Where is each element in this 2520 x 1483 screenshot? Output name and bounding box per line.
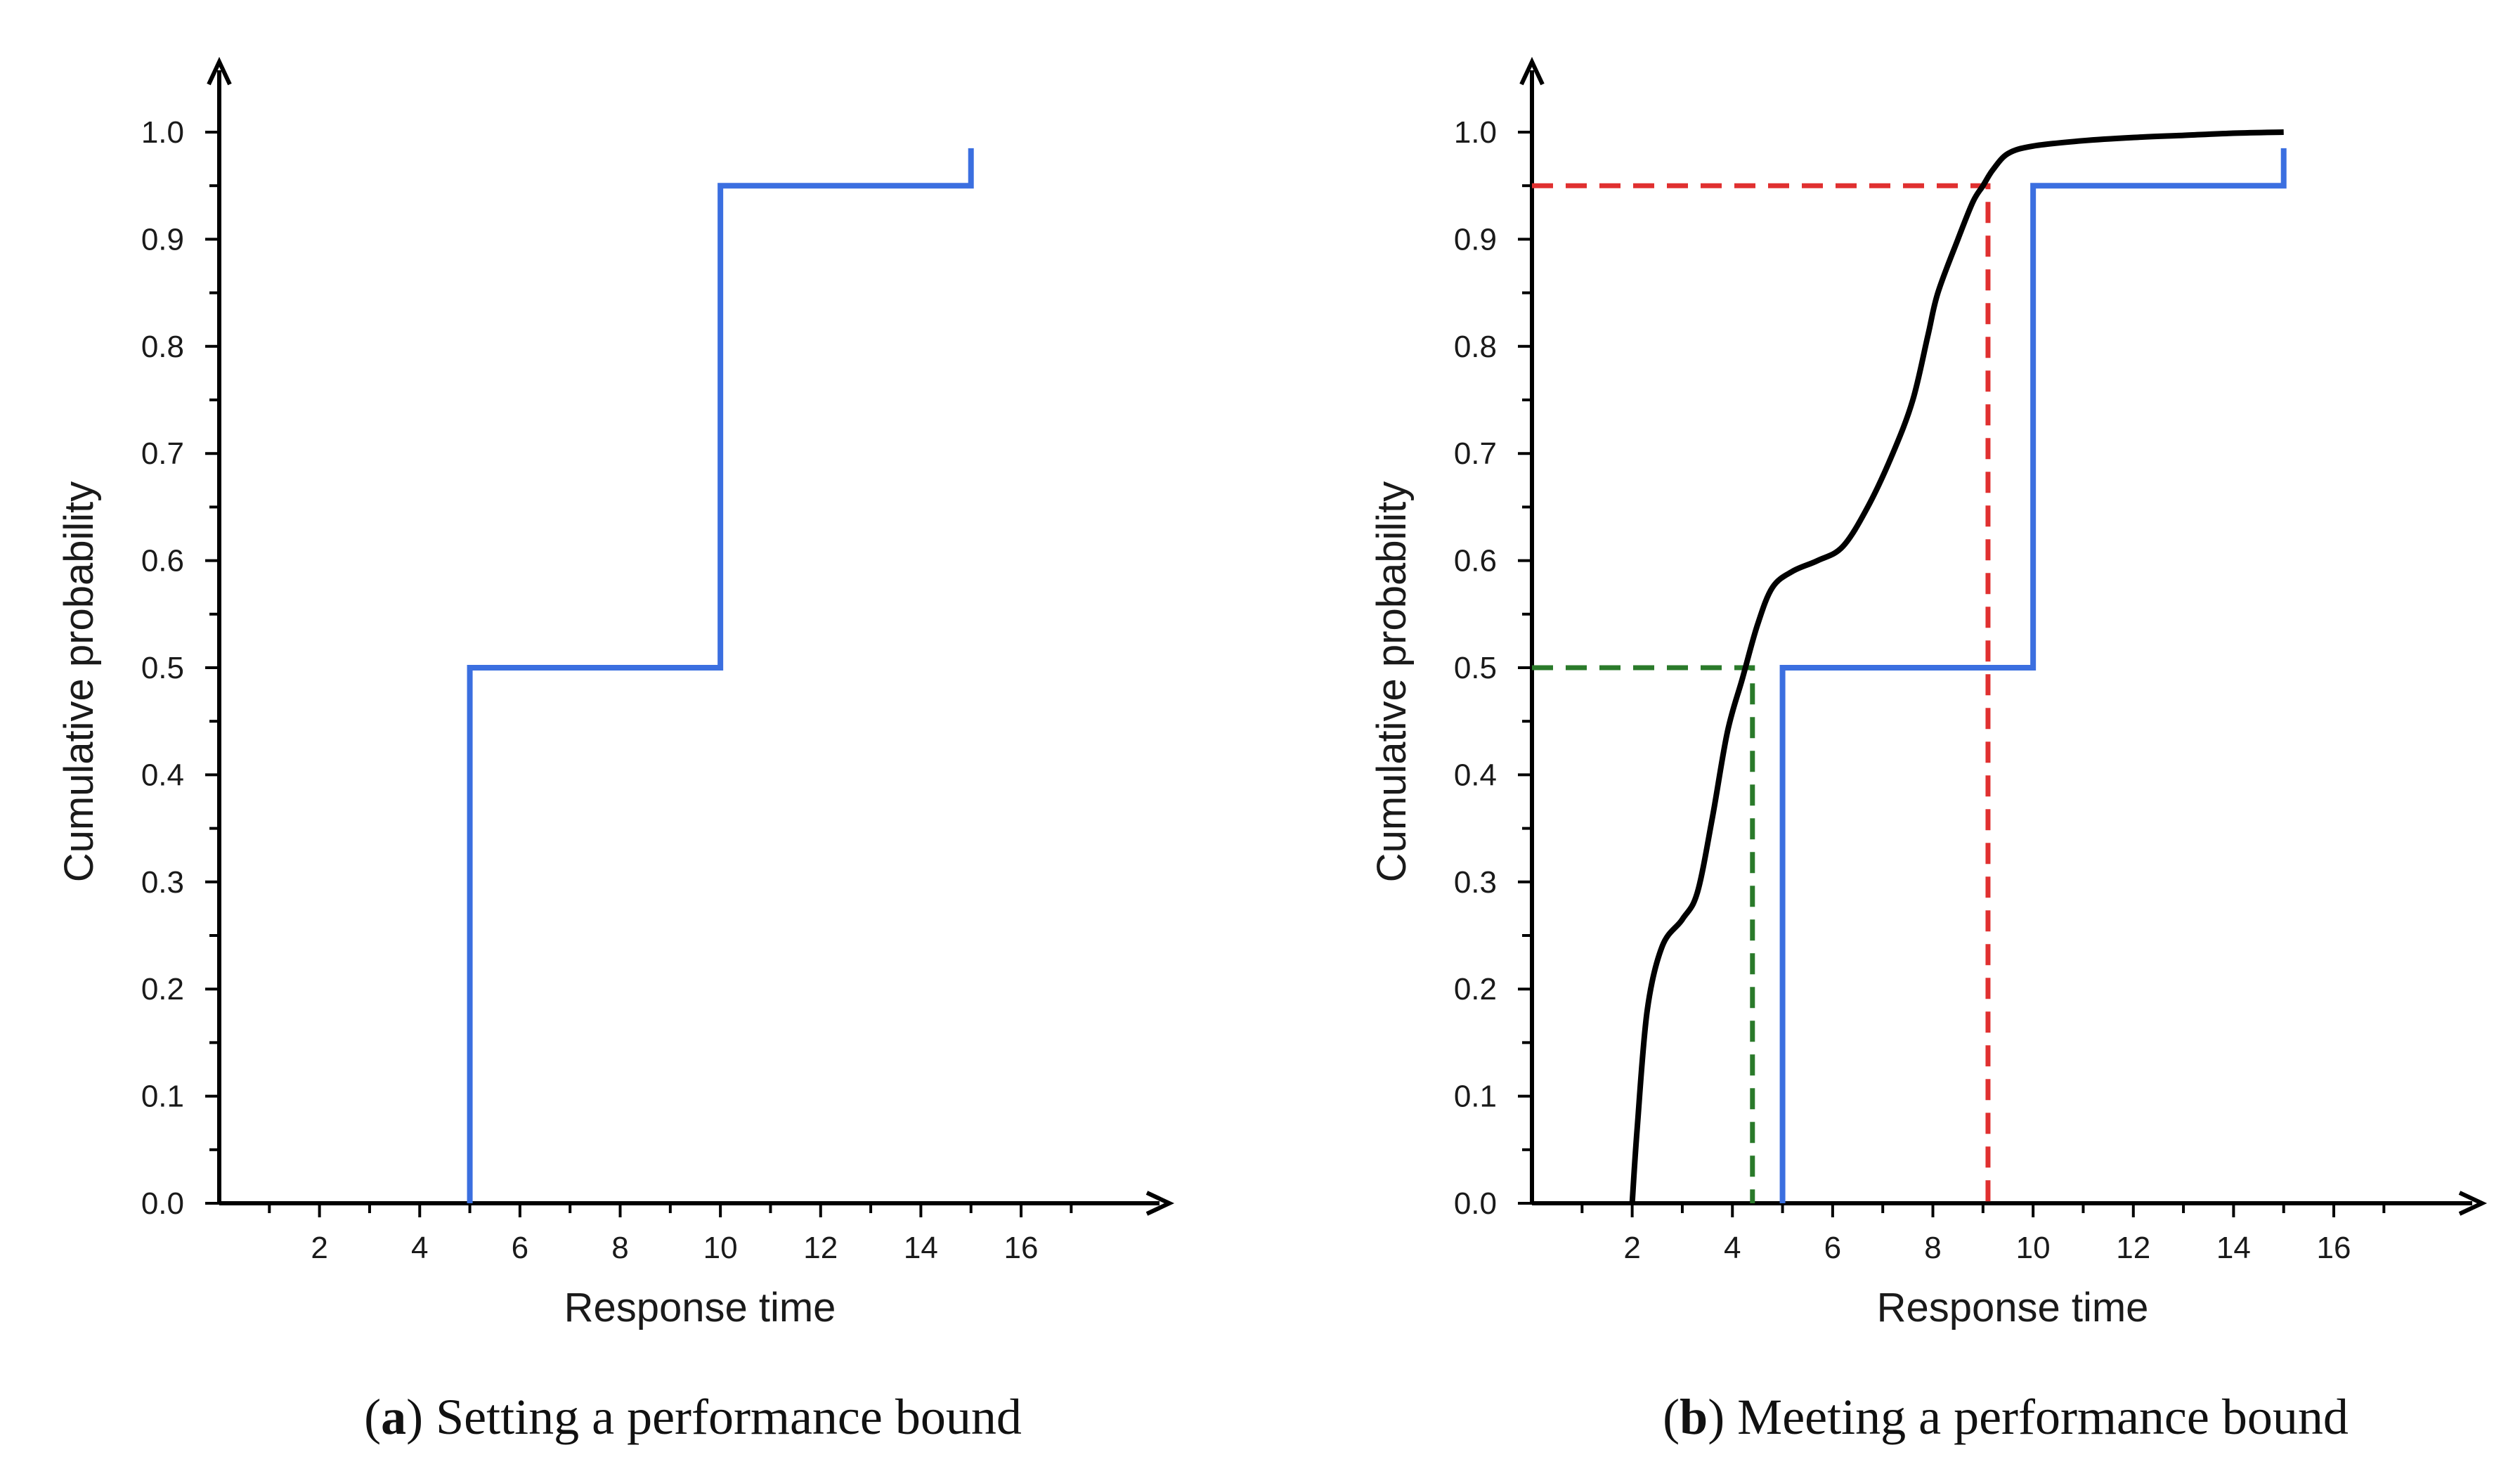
x-axis-title: Response time (1877, 1285, 2149, 1330)
guide-line (1532, 665, 1755, 1203)
x-tick-label: 6 (1824, 1231, 1841, 1265)
y-tick-label: 0.1 (141, 1080, 184, 1114)
cdf-curve (1629, 129, 2284, 1204)
y-tick-label: 0.7 (141, 436, 184, 471)
y-tick-label: 0.0 (141, 1186, 184, 1221)
axes: 0.0 0.1 0.2 0.3 0.4 0.5 0.6 0.7 0.8 0.9 1.0 2 4 6 8 10 1… (1454, 56, 2488, 1265)
y-tick-label: 0.9 (1454, 222, 1497, 257)
series-layer (1532, 129, 2287, 1204)
x-axis-arrow (2458, 1191, 2488, 1216)
y-tick-label: 0.7 (1454, 436, 1497, 471)
panel-b: 0.0 0.1 0.2 0.3 0.4 0.5 0.6 0.7 0.8 0.9 1.0 2 4 6 8 10 1… (1369, 56, 2488, 1445)
y-tick-label: 0.9 (141, 222, 184, 257)
caption-label: a (381, 1389, 406, 1445)
x-tick-label: 10 (703, 1231, 738, 1265)
caption-text: Setting a performance bound (436, 1389, 1022, 1445)
axes: 0.0 0.1 0.2 0.3 0.4 0.5 0.6 0.7 0.8 0.9 1.0 2 4 6 8 10 1… (141, 56, 1175, 1265)
y-tick-label: 0.3 (141, 865, 184, 900)
y-axis-title: Cumulative probability (1369, 481, 1415, 883)
y-tick-label: 0.2 (1454, 972, 1497, 1006)
y-tick-label: 1.0 (141, 115, 184, 150)
x-tick-label: 2 (1623, 1231, 1640, 1265)
caption: (b) Meeting a performance bound (1663, 1389, 2349, 1445)
y-axis-arrow (207, 56, 232, 86)
y-tick-label: 0.6 (1454, 544, 1497, 578)
y-axis-arrow (1519, 56, 1545, 86)
x-tick-label: 10 (2016, 1231, 2051, 1265)
y-tick-label: 0.2 (141, 972, 184, 1006)
step-bound-line (1779, 148, 2287, 1203)
x-tick-label: 12 (803, 1231, 838, 1265)
x-axis-arrow (1145, 1191, 1175, 1216)
x-tick-label: 12 (2116, 1231, 2150, 1265)
y-tick-label: 0.4 (141, 758, 184, 792)
series-layer (467, 148, 974, 1203)
y-tick-label: 0.3 (1454, 865, 1497, 900)
x-tick-label: 14 (904, 1231, 938, 1265)
x-tick-label: 16 (2317, 1231, 2351, 1265)
y-tick-label: 1.0 (1454, 115, 1497, 150)
caption: (a) Setting a performance bound (364, 1389, 1022, 1445)
guide-line (1532, 183, 1991, 1203)
step-bound-line (467, 148, 974, 1203)
y-tick-label: 0.4 (1454, 758, 1497, 792)
y-tick-label: 0.0 (1454, 1186, 1497, 1221)
y-tick-label: 0.5 (1454, 651, 1497, 685)
x-tick-label: 4 (411, 1231, 428, 1265)
panel-a: 0.0 0.1 0.2 0.3 0.4 0.5 0.6 0.7 0.8 0.9 1.0 2 4 6 8 10 1… (56, 56, 1175, 1445)
y-tick-label: 0.1 (1454, 1080, 1497, 1114)
x-tick-label: 14 (2216, 1231, 2251, 1265)
y-tick-label: 0.5 (141, 651, 184, 685)
y-axis-title: Cumulative probability (56, 481, 102, 883)
x-axis-title: Response time (564, 1285, 836, 1330)
y-tick-label: 0.6 (141, 544, 184, 578)
caption-label: b (1680, 1389, 1708, 1445)
x-tick-label: 4 (1724, 1231, 1741, 1265)
x-tick-label: 16 (1004, 1231, 1039, 1265)
x-tick-label: 8 (611, 1231, 628, 1265)
caption-text: Meeting a performance bound (1737, 1389, 2349, 1445)
x-tick-label: 8 (1924, 1231, 1941, 1265)
y-tick-label: 0.8 (1454, 330, 1497, 364)
y-tick-label: 0.8 (141, 330, 184, 364)
x-tick-label: 6 (512, 1231, 528, 1265)
x-tick-label: 2 (311, 1231, 327, 1265)
